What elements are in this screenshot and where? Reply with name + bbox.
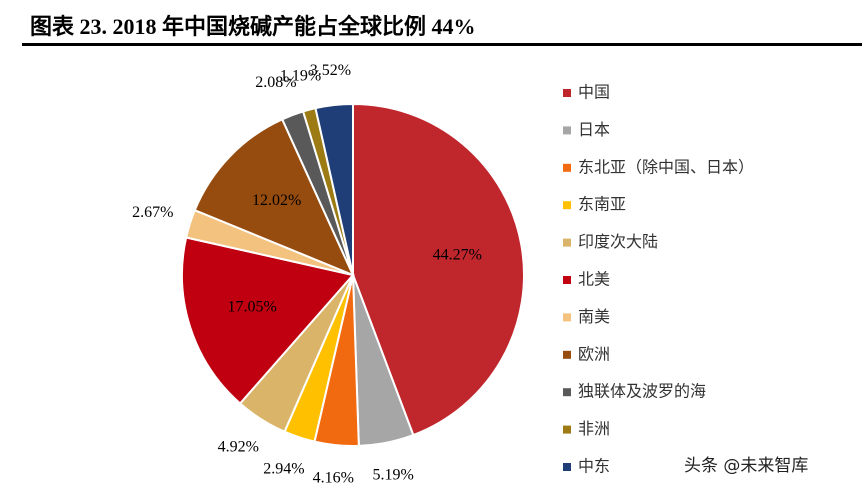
data-label: 17.05% bbox=[228, 298, 277, 315]
data-label: 2.67% bbox=[132, 204, 173, 221]
chart-title: 图表 23. 2018 年中国烧碱产能占全球比例 44% bbox=[30, 14, 476, 39]
legend-swatch bbox=[563, 163, 571, 172]
data-label: 4.92% bbox=[218, 439, 259, 456]
legend-label: 独联体及波罗的海 bbox=[578, 382, 706, 401]
data-label: 2.94% bbox=[263, 460, 304, 477]
data-label: 1.19% bbox=[280, 67, 321, 84]
pie-slice bbox=[193, 117, 355, 277]
legend-label: 东北亚（除中国、日本） bbox=[578, 157, 754, 176]
legend-swatch bbox=[563, 463, 571, 471]
legend-label: 欧洲 bbox=[578, 344, 610, 363]
data-label: 5.19% bbox=[373, 467, 414, 484]
legend-swatch bbox=[563, 350, 571, 359]
pie-slice bbox=[181, 236, 355, 405]
legend-swatch bbox=[563, 276, 571, 284]
legend-label: 中国 bbox=[578, 83, 610, 102]
legend-label: 日本 bbox=[578, 120, 610, 139]
legend-swatch bbox=[563, 313, 571, 322]
legend-label: 南美 bbox=[578, 307, 610, 326]
data-label: 2.08% bbox=[255, 74, 296, 91]
data-label: 4.16% bbox=[313, 470, 354, 487]
pie-slice bbox=[314, 102, 354, 276]
legend-swatch bbox=[563, 238, 571, 247]
legend-label: 东南亚 bbox=[578, 195, 626, 214]
legend-swatch bbox=[563, 126, 571, 135]
legend-label: 印度次大陆 bbox=[578, 232, 658, 251]
legend-label: 北美 bbox=[578, 270, 610, 289]
pie-slice bbox=[352, 102, 525, 437]
legend-swatch bbox=[563, 388, 571, 397]
legend-label: 非洲 bbox=[578, 419, 610, 438]
legend-swatch bbox=[563, 425, 571, 434]
legend-swatch bbox=[563, 89, 571, 97]
data-label: 12.02% bbox=[252, 192, 301, 209]
data-label: 3.52% bbox=[310, 62, 351, 79]
legend-swatch bbox=[563, 201, 571, 210]
legend-label: 中东 bbox=[578, 457, 610, 476]
title-rule bbox=[22, 43, 862, 46]
data-label: 44.27% bbox=[433, 247, 482, 264]
watermark: 头条 @未来智库 bbox=[684, 456, 808, 476]
